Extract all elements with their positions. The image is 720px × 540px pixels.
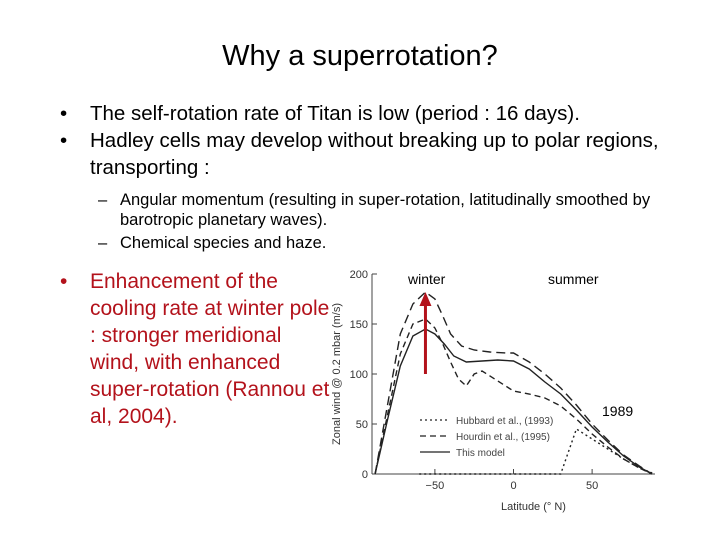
annotation-year: 1989	[602, 403, 633, 419]
y-tick-label: 100	[350, 369, 368, 381]
y-axis-label: Zonal wind @ 0.2 mbar (m/s)	[331, 303, 343, 445]
bullet-hadley-cells: Hadley cells may develop without breakin…	[60, 127, 700, 181]
sub-bullet-list: Angular momentum (resulting in super-rot…	[98, 190, 698, 256]
x-axis-label: Latitude (° N)	[501, 501, 566, 513]
x-tick-label: 0	[510, 480, 516, 492]
bullet-list: The self-rotation rate of Titan is low (…	[60, 100, 700, 181]
slide-title: Why a superrotation?	[222, 40, 498, 72]
red-arrow-head	[419, 292, 432, 306]
sub-bullet-chemical-species: Chemical species and haze.	[98, 233, 698, 253]
plot-series	[374, 291, 656, 475]
legend-label-2: This model	[456, 448, 505, 459]
plot-legend: Hubbard et al., (1993) Hourdin et al., (1…	[420, 416, 553, 459]
legend-label-1: Hourdin et al., (1995)	[456, 432, 550, 443]
zonal-wind-plot: 0 50 100 150 200 −50 0 50 Hubbard et al., (1993…	[331, 269, 656, 513]
plot-axes: 0 50 100 150 200 −50 0 50	[350, 269, 655, 492]
x-tick-label: 50	[586, 480, 598, 492]
bullet-cooling-enhancement: Enhancement of the cooling rate at winte…	[60, 268, 330, 430]
legend-label-0: Hubbard et al., (1993)	[456, 416, 553, 427]
y-tick-label: 150	[350, 319, 368, 331]
x-tick-label: −50	[426, 480, 445, 492]
y-tick-label: 0	[362, 469, 368, 481]
sub-bullet-angular-momentum: Angular momentum (resulting in super-rot…	[98, 190, 698, 230]
bullet-rotation-rate: The self-rotation rate of Titan is low (…	[60, 100, 700, 127]
highlight-bullet-block: Enhancement of the cooling rate at winte…	[60, 268, 330, 430]
series-line-2	[374, 328, 653, 475]
y-tick-label: 200	[350, 269, 368, 281]
y-tick-label: 50	[356, 419, 368, 431]
series-line-1	[374, 318, 653, 475]
annotation-winter: winter	[407, 271, 446, 287]
series-line-3	[374, 291, 653, 475]
annotation-summer: summer	[548, 271, 599, 287]
